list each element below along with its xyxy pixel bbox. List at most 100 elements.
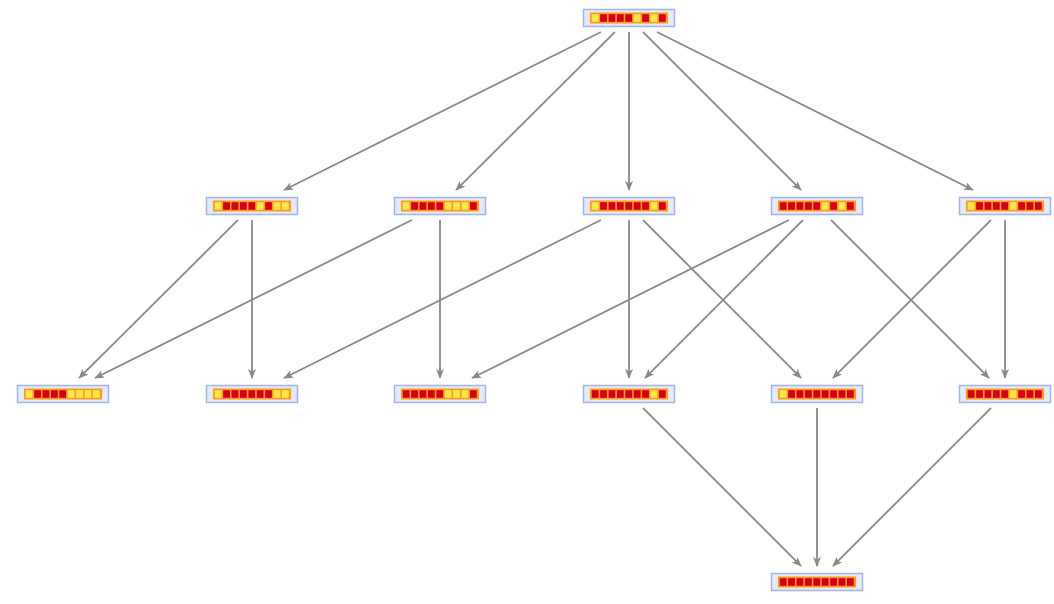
edge-arrow xyxy=(644,219,804,379)
cell-off xyxy=(223,390,230,398)
cell-on xyxy=(84,390,92,398)
cell-off xyxy=(821,578,829,586)
cell-off xyxy=(608,390,616,398)
cell-off xyxy=(469,390,477,398)
cell-off xyxy=(231,202,239,210)
edge-arrow xyxy=(832,219,992,379)
cell-off xyxy=(967,390,975,398)
cell-on xyxy=(453,390,460,398)
state-node[interactable] xyxy=(393,384,487,404)
edges xyxy=(78,31,1009,567)
cell-off xyxy=(59,390,67,398)
cell-on xyxy=(273,390,281,398)
edge-arrow xyxy=(642,31,802,191)
cell-off xyxy=(992,202,1000,210)
state-node[interactable] xyxy=(770,196,864,216)
cell-off xyxy=(846,202,854,210)
nodes xyxy=(16,8,1052,592)
cell-on xyxy=(67,390,75,398)
cell-off xyxy=(34,390,41,398)
edge-arrow xyxy=(832,407,992,567)
state-node[interactable] xyxy=(582,384,676,404)
cell-off xyxy=(788,390,795,398)
cell-on xyxy=(281,202,289,210)
cell-on xyxy=(591,202,599,210)
state-node[interactable] xyxy=(958,384,1052,404)
cell-off xyxy=(633,202,641,210)
cell-off xyxy=(265,390,272,398)
cell-off xyxy=(658,202,666,210)
cell-off xyxy=(658,390,666,398)
state-node[interactable] xyxy=(205,384,299,404)
state-node[interactable] xyxy=(770,572,864,592)
cell-off xyxy=(846,390,854,398)
state-node[interactable] xyxy=(958,196,1052,216)
cell-off xyxy=(984,202,992,210)
cell-off xyxy=(821,390,829,398)
cell-on xyxy=(461,390,469,398)
cell-off xyxy=(231,390,239,398)
edge-arrow xyxy=(78,219,239,379)
cell-off xyxy=(796,202,804,210)
cell-off xyxy=(984,390,992,398)
cell-off xyxy=(804,390,812,398)
cell-off xyxy=(838,578,846,586)
state-node[interactable] xyxy=(582,196,676,216)
state-node[interactable] xyxy=(393,196,487,216)
cell-on xyxy=(633,14,641,22)
edge-arrow xyxy=(642,407,802,567)
edge-arrow xyxy=(455,31,616,191)
cell-off xyxy=(633,390,641,398)
cell-on xyxy=(461,202,469,210)
cell-on xyxy=(1009,390,1017,398)
cell-off xyxy=(1034,202,1042,210)
cell-off xyxy=(779,202,787,210)
cell-on xyxy=(281,390,289,398)
cell-off xyxy=(642,202,649,210)
cell-off xyxy=(1001,202,1009,210)
cell-off xyxy=(625,14,633,22)
cell-off xyxy=(1018,202,1025,210)
cell-off xyxy=(427,202,435,210)
cell-off xyxy=(223,202,230,210)
cell-off xyxy=(625,390,633,398)
state-node[interactable] xyxy=(582,8,676,28)
state-node[interactable] xyxy=(16,384,110,404)
state-node[interactable] xyxy=(770,384,864,404)
cell-off xyxy=(813,390,821,398)
cell-off xyxy=(1001,390,1009,398)
cell-on xyxy=(214,390,222,398)
cell-off xyxy=(419,390,427,398)
cell-off xyxy=(976,202,983,210)
cell-off xyxy=(239,390,247,398)
edge-arrow xyxy=(642,219,802,379)
cell-off xyxy=(642,390,649,398)
cell-off xyxy=(616,202,624,210)
cell-off xyxy=(616,14,624,22)
cell-on xyxy=(779,390,787,398)
cell-off xyxy=(642,14,649,22)
cell-off xyxy=(600,202,607,210)
cell-off xyxy=(830,202,837,210)
cell-off xyxy=(265,202,272,210)
cell-on xyxy=(838,202,846,210)
cell-off xyxy=(830,578,837,586)
cell-off xyxy=(411,202,418,210)
cell-on xyxy=(256,202,264,210)
state-node[interactable] xyxy=(205,196,299,216)
cell-off xyxy=(625,202,633,210)
cell-off xyxy=(1026,390,1034,398)
cell-off xyxy=(838,390,846,398)
edge-arrow xyxy=(830,219,990,379)
cell-off xyxy=(992,390,1000,398)
cell-off xyxy=(50,390,58,398)
cell-off xyxy=(608,202,616,210)
cell-off xyxy=(846,578,854,586)
cell-off xyxy=(608,14,616,22)
cell-off xyxy=(42,390,50,398)
cell-off xyxy=(796,578,804,586)
edge-arrow xyxy=(656,31,974,191)
cell-off xyxy=(804,202,812,210)
cell-off xyxy=(600,390,607,398)
